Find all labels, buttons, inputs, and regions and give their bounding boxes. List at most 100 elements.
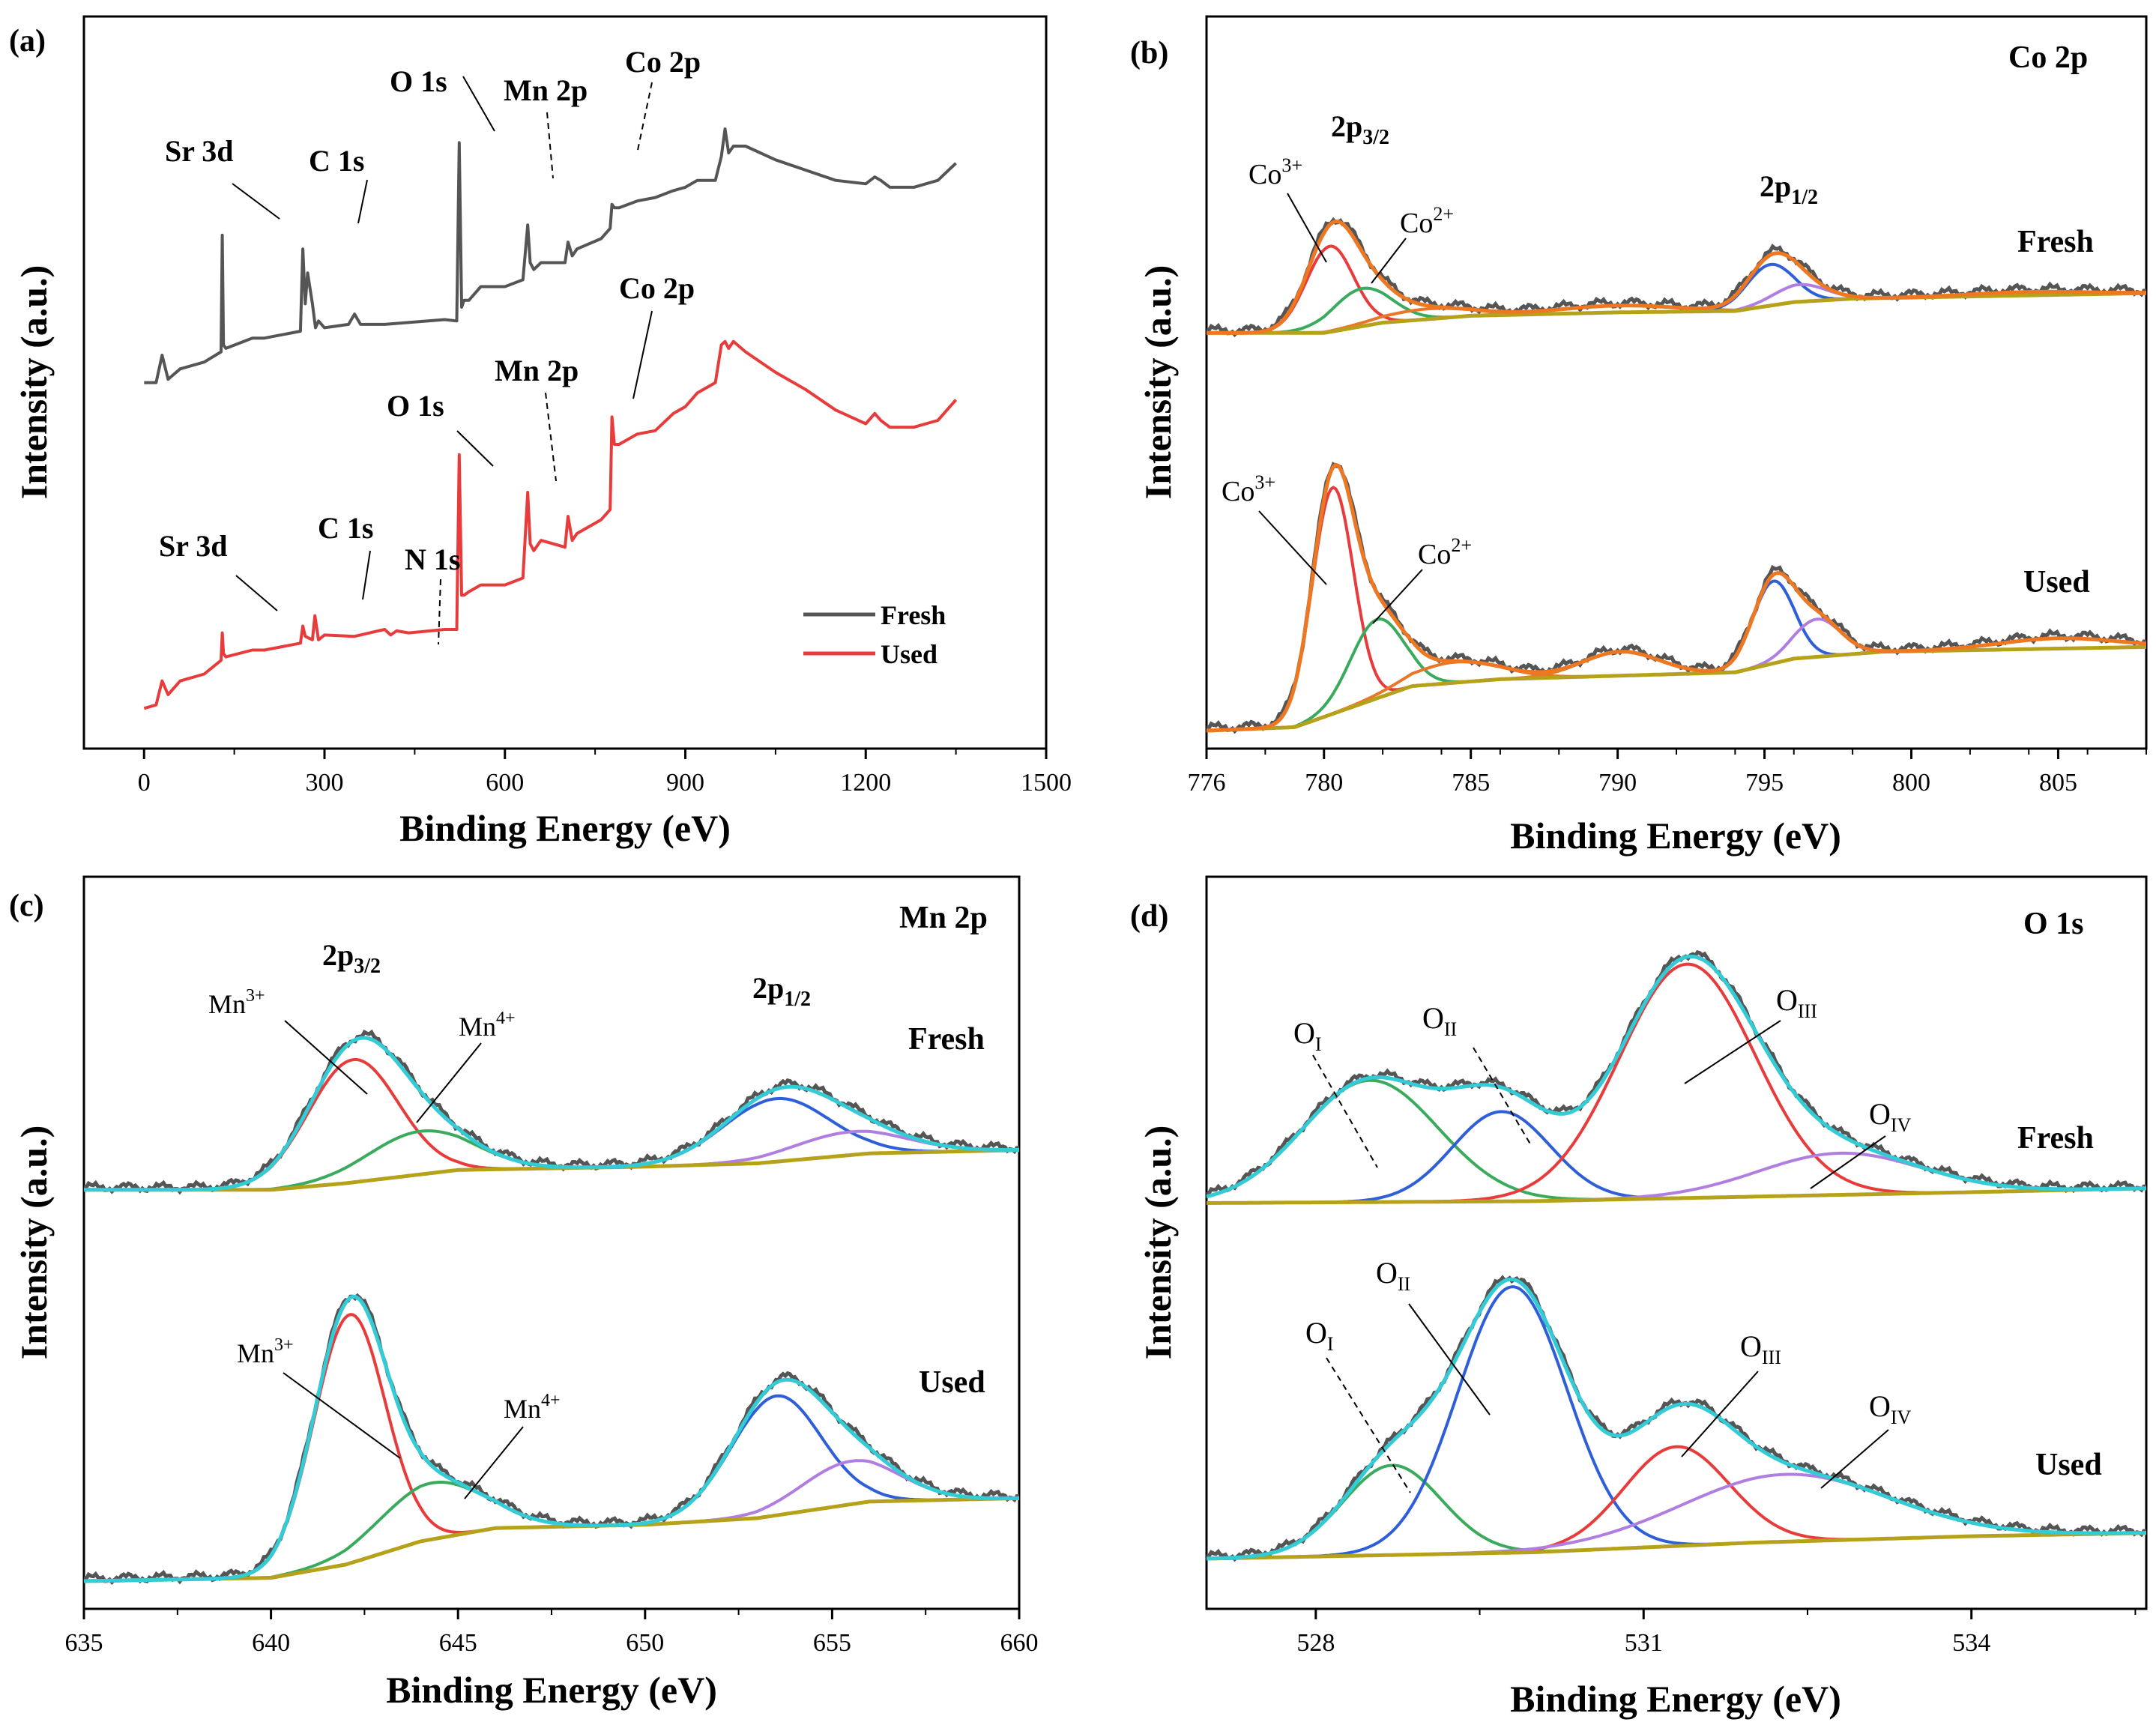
panel-d-oiii-used-label: OIII <box>1740 1329 1781 1368</box>
panel-c-y-axis-title: Intensity (a.u.) <box>13 1126 55 1360</box>
x-tick-label: 640 <box>252 1629 290 1657</box>
panel-b-co3-used-label: Co3+ <box>1222 471 1275 507</box>
series-used <box>143 339 958 710</box>
panel-a-curves <box>143 127 958 710</box>
panel-d-fresh-label: Fresh <box>2017 1121 2094 1155</box>
arrow-mn2p-fresh <box>546 112 554 179</box>
arrow-b-co3-used <box>1258 510 1327 585</box>
raw-used <box>83 1293 1019 1586</box>
peak-oiii <box>1418 962 1957 1203</box>
arrow-d-oiv-used <box>1820 1429 1889 1489</box>
x-tick-label: 0 <box>138 769 151 797</box>
x-tick-label: 776 <box>1188 769 1226 797</box>
x-tick-label: 635 <box>65 1629 103 1657</box>
arrow-o1s-fresh <box>462 76 495 132</box>
panel-c-used-label: Used <box>919 1365 985 1400</box>
arrow-c-mn4-fresh <box>416 1042 482 1123</box>
panel-c-arrows <box>283 1020 524 1499</box>
label-sr3d-used: Sr 3d <box>159 529 228 563</box>
baseline-fresh <box>1207 291 2147 335</box>
arrow-o1s-used <box>456 430 494 467</box>
panel-b-curves <box>1206 217 2147 734</box>
label-co2p-fresh: Co 2p <box>625 45 701 79</box>
arrow-d-oiv-fresh <box>1810 1135 1886 1189</box>
panel-b-title: Co 2p <box>2008 40 2088 75</box>
panel-c-x-axis-title: Binding Energy (eV) <box>386 1669 717 1711</box>
panel-d-title: O 1s <box>2023 907 2084 941</box>
x-tick-label: 785 <box>1452 769 1490 797</box>
arrow-n1s-used <box>438 578 441 645</box>
x-tick-label: 300 <box>306 769 344 797</box>
fit-envelope-used <box>1206 462 2147 733</box>
panel-c-x-ticks: 635 640 645 650 655 660 <box>65 1609 1039 1657</box>
panel-d-x-axis-title: Binding Energy (eV) <box>1510 1678 1841 1720</box>
arrow-c-mn3-used <box>283 1372 401 1459</box>
panel-a-arrows <box>232 76 653 645</box>
x-tick-label: 655 <box>813 1629 851 1657</box>
x-tick-label: 805 <box>2039 769 2077 797</box>
baseline-used <box>1206 1531 2147 1561</box>
arrow-d-oii-fresh <box>1473 1047 1533 1147</box>
arrow-d-oii-used <box>1408 1303 1491 1416</box>
label-mn2p-used: Mn 2p <box>495 354 579 387</box>
x-tick-label: 795 <box>1745 769 1784 797</box>
x-tick-label: 534 <box>1952 1629 1990 1657</box>
legend-used-label: Used <box>881 639 937 669</box>
x-tick-label: 800 <box>1892 769 1930 797</box>
panel-a-legend: Fresh Used <box>803 600 946 669</box>
label-n1s-used: N 1s <box>405 543 460 576</box>
arrow-b-co3-fresh <box>1287 193 1327 263</box>
label-sr3d-fresh: Sr 3d <box>165 134 234 168</box>
fit-envelope-used <box>1206 1277 2146 1561</box>
x-tick-label: 600 <box>486 769 524 797</box>
panel-d-used-label: Used <box>2035 1448 2102 1482</box>
panel-a-x-ticks: 0 300 600 900 1200 1500 <box>138 749 1072 797</box>
x-tick-label: 900 <box>666 769 704 797</box>
panel-label-a: (a) <box>9 24 46 58</box>
baseline-fresh <box>1207 1186 2147 1205</box>
x-tick-label: 780 <box>1305 769 1343 797</box>
panel-b-arrows <box>1258 193 1423 624</box>
arrow-c-mn3-fresh <box>284 1020 368 1095</box>
series-fresh <box>144 127 957 384</box>
arrow-d-oiii-fresh <box>1684 1020 1781 1084</box>
x-tick-label: 528 <box>1296 1629 1335 1657</box>
panel-label-c: (c) <box>9 889 44 923</box>
panel-a-y-axis-title: Intensity (a.u.) <box>13 265 55 500</box>
x-tick-label: 1200 <box>840 769 891 797</box>
x-tick-label: 1500 <box>1021 769 1072 797</box>
panel-b-y-axis-title: Intensity (a.u.) <box>1137 265 1179 500</box>
label-mn2p-fresh: Mn 2p <box>504 73 588 107</box>
arrow-sr3d-fresh <box>232 183 280 220</box>
panel-b-used-label: Used <box>2023 565 2090 599</box>
peak-oii <box>1296 1285 1731 1559</box>
panel-a-fresh-labels: Sr 3d C 1s O 1s Mn 2p Co 2p Sr 3d C 1s N… <box>159 45 701 576</box>
panel-a: (a) 0 300 600 900 1200 1500 Sr 3d C 1s O 1s M… <box>9 15 1072 849</box>
panel-c-title: Mn 2p <box>899 901 988 935</box>
panel-c: (c) 635 640 645 650 655 660 Mn 2p Fresh Used … <box>9 875 1039 1711</box>
arrow-b-co2-fresh <box>1371 238 1407 284</box>
fit-envelope-fresh <box>84 1036 1019 1192</box>
fit-envelope-fresh <box>1207 219 2146 335</box>
x-tick-label: 650 <box>626 1629 664 1657</box>
panel-d-frame <box>1205 875 2148 1610</box>
fit-envelope-fresh <box>1206 954 2146 1199</box>
panel-d-curves <box>1206 949 2147 1562</box>
panel-b-x-axis-title: Binding Energy (eV) <box>1510 815 1841 857</box>
arrow-co2p-used <box>632 310 653 399</box>
fit-envelope-used <box>83 1294 1020 1583</box>
label-c1s-used: C 1s <box>318 511 373 545</box>
baseline-fresh <box>84 1148 1019 1192</box>
panel-d-oii-fresh-label: OII <box>1422 1001 1457 1040</box>
panel-b-fresh-label: Fresh <box>2017 225 2094 259</box>
label-o1s-used: O 1s <box>387 389 444 423</box>
x-tick-label: 790 <box>1598 769 1637 797</box>
arrow-c-mn4-used <box>464 1426 524 1499</box>
panel-d-x-ticks: 528 531 534 <box>1296 1609 2137 1657</box>
panel-a-x-axis-title: Binding Energy (eV) <box>399 807 731 849</box>
arrow-d-oi-fresh <box>1312 1054 1378 1168</box>
panel-d-arrows <box>1312 1020 1889 1493</box>
arrow-b-co2-used <box>1372 569 1423 624</box>
panel-d: (d) 528 531 534 O 1s Fresh Used OI OII OII… <box>1130 875 2148 1720</box>
